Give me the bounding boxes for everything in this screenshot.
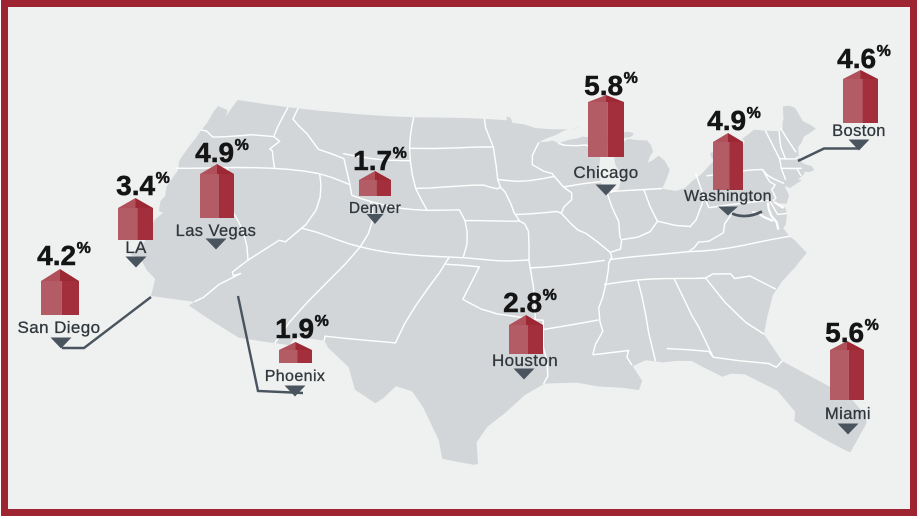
svg-text:Boston: Boston [832, 122, 886, 140]
svg-text:Phoenix: Phoenix [265, 368, 326, 385]
svg-text:LA: LA [125, 238, 147, 257]
svg-text:Denver: Denver [349, 200, 401, 217]
svg-text:Miami: Miami [825, 405, 871, 423]
svg-text:Houston: Houston [492, 351, 558, 370]
svg-text:Chicago: Chicago [573, 163, 638, 182]
svg-text:Washington: Washington [684, 188, 772, 205]
svg-text:Las Vegas: Las Vegas [176, 222, 257, 240]
svg-text:San Diego: San Diego [18, 318, 101, 337]
